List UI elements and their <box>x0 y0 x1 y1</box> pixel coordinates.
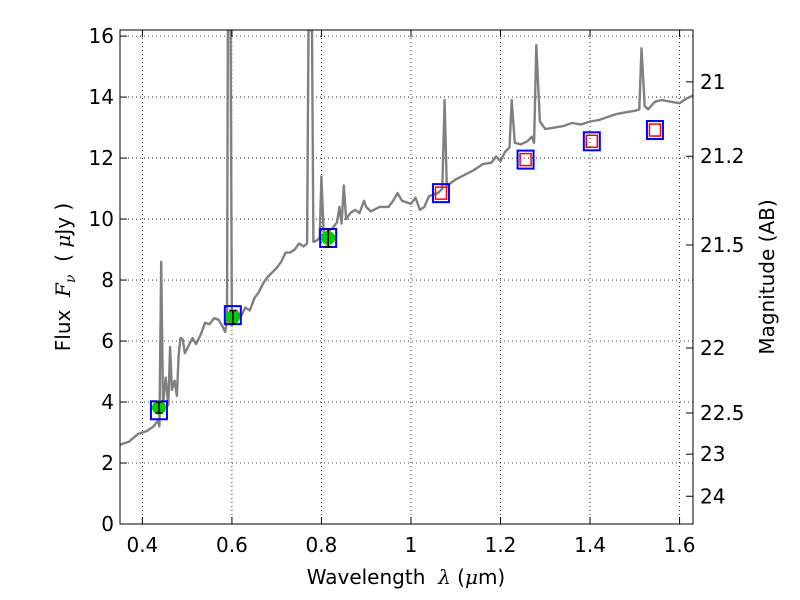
y-tick-label: 14 <box>89 85 114 109</box>
y2-tick-label: 23 <box>700 442 725 466</box>
y2-tick-label: 24 <box>700 484 725 508</box>
axis-ticks: 0.4 0.6 0.8 1 1.2 1.4 1.602468101214162121.221… <box>89 24 745 557</box>
y-axis-title: Flux Fν ( μJy ) <box>51 203 79 351</box>
model-flux-marker <box>516 149 535 170</box>
x-axis-title: Wavelength λ (μm) <box>307 565 506 589</box>
y2-tick-label: 21 <box>700 70 725 94</box>
x-tick-label: 1.2 <box>485 533 517 557</box>
plot-area <box>120 30 693 446</box>
y-tick-label: 10 <box>89 207 114 231</box>
y-tick-label: 12 <box>89 146 114 170</box>
x-tick-label: 0.8 <box>306 533 338 557</box>
model-flux-marker <box>582 131 601 152</box>
x-tick-label: 0.4 <box>126 533 158 557</box>
y2-axis-title: Magnitude (AB) <box>755 199 779 354</box>
plot-frame <box>119 29 694 525</box>
y-tick-label: 8 <box>101 268 114 292</box>
x-tick-label: 1.6 <box>664 533 696 557</box>
model-spectrum-line <box>120 30 693 446</box>
model-flux-marker <box>431 183 450 204</box>
upper-limit-marker <box>648 123 662 137</box>
y-tick-label: 16 <box>89 24 114 48</box>
upper-limit-marker <box>434 186 448 200</box>
upper-limit-marker <box>585 134 599 149</box>
y2-tick-label: 22.5 <box>700 401 745 425</box>
x-tick-label: 1.4 <box>574 533 606 557</box>
y2-tick-label: 21.2 <box>700 144 745 168</box>
upper-limit-marker <box>519 152 532 167</box>
x-tick-label: 0.6 <box>216 533 248 557</box>
y-tick-label: 6 <box>101 329 114 353</box>
y-tick-label: 0 <box>101 512 114 536</box>
y2-tick-label: 22 <box>700 336 725 360</box>
x-tick-label: 1 <box>405 533 418 557</box>
y-tick-label: 4 <box>101 390 114 414</box>
y2-tick-label: 21.5 <box>700 233 745 257</box>
model-flux-marker <box>645 120 664 141</box>
y-tick-label: 2 <box>101 451 114 475</box>
